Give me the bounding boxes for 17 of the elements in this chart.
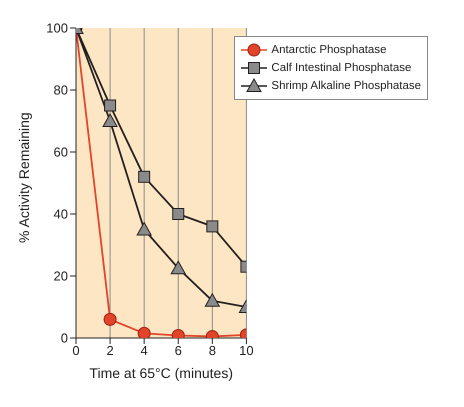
x-tick-label: 6: [174, 343, 182, 358]
x-tick-label: 4: [140, 343, 148, 358]
x-tick-label: 0: [72, 343, 80, 358]
x-tick-label: 8: [208, 343, 216, 358]
x-axis-title: Time at 65°C (minutes): [89, 365, 233, 381]
y-tick-label: 100: [46, 20, 68, 36]
y-tick-label: 60: [54, 144, 68, 160]
y-tick-label: 40: [54, 206, 68, 222]
legend-label: Shrimp Alkaline Phosphatase: [271, 80, 421, 92]
x-tick-label: 10: [239, 343, 254, 358]
legend-label: Antarctic Phosphatase: [271, 44, 386, 56]
x-tick-label: 2: [106, 343, 114, 358]
y-axis-title: % Activity Remaining: [16, 112, 32, 243]
legend-label: Calf Intestinal Phosphatase: [271, 62, 412, 74]
y-tick-label: 20: [54, 268, 68, 284]
y-tick-label: 80: [54, 82, 68, 98]
y-tick-label: 0: [60, 330, 68, 346]
